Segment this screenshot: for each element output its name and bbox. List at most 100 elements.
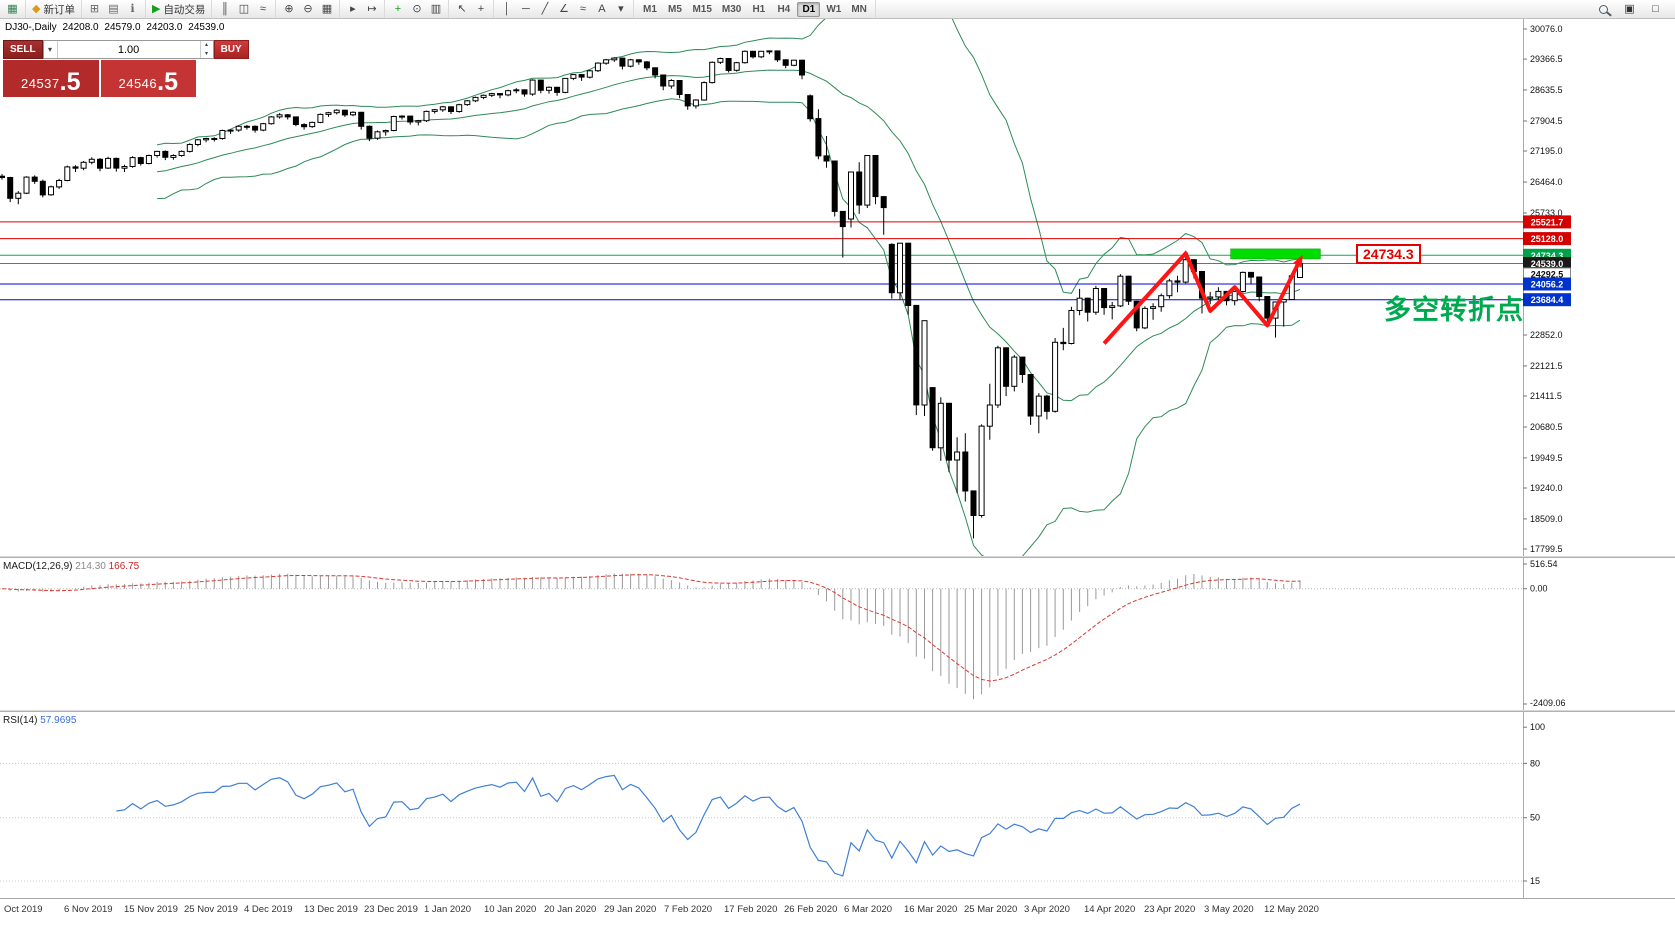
chart-bars-button[interactable]: ║	[215, 1, 234, 17]
vertical-line-button[interactable]: │	[497, 1, 516, 17]
zigzag-annotation[interactable]	[1102, 251, 1303, 345]
toolbar-group: ↖ +	[449, 0, 495, 18]
timeframe-w1[interactable]: W1	[822, 2, 845, 17]
date-label: 3 May 2020	[1204, 904, 1254, 915]
macd-indicator-label: MACD(12,26,9) 214.30 166.75	[3, 561, 139, 572]
svg-text:17799.5: 17799.5	[1530, 544, 1563, 554]
window-list-icon: □	[1652, 2, 1659, 15]
zoom-in-button[interactable]: ⊕	[279, 1, 298, 17]
sell-button[interactable]: SELL	[3, 40, 43, 59]
chart-candles-icon: ◫	[238, 2, 250, 15]
main-price-chart[interactable]: 30076.0 29366.5 28635.5 27904.5 27195.0 26464…	[0, 19, 1675, 556]
spin-up-icon[interactable]: ▴	[205, 42, 209, 49]
shapes-dropdown[interactable]: ▾	[611, 1, 630, 17]
templates-button[interactable]: ▥	[426, 1, 445, 17]
chart-candles-button[interactable]: ◫	[234, 1, 253, 17]
tile-windows-button[interactable]: ▦	[317, 1, 336, 17]
fibonacci-icon: ≈	[579, 2, 586, 15]
date-label: 3 Apr 2020	[1024, 904, 1070, 915]
svg-text:0.00: 0.00	[1530, 584, 1548, 594]
window-list-icon[interactable]: □	[1646, 1, 1665, 17]
date-label: 25 Nov 2019	[184, 904, 238, 915]
buy-price-box[interactable]: 24546.5	[100, 60, 196, 97]
timeframe-d1[interactable]: D1	[797, 1, 821, 17]
macd-signal-line	[1, 574, 1301, 682]
toolbar-group: │ ─ ╱ ∠ ≈ A ▾	[494, 0, 635, 18]
rsi-value: 57.9695	[40, 715, 77, 726]
svg-text:25733.0: 25733.0	[1530, 208, 1563, 218]
macd-histogram	[9, 573, 1301, 700]
toolbar-group: ⊞ ▤ ℹ	[82, 0, 146, 18]
chart-line-button[interactable]: ≈	[253, 1, 272, 17]
chart-shift-icon: ↦	[367, 2, 377, 15]
indicators-button[interactable]: +	[388, 1, 407, 17]
chart-bars-icon: ║	[221, 2, 229, 15]
buy-price-pips: .5	[157, 67, 178, 96]
bollinger-bands	[157, 19, 1301, 556]
toolbar-group: + ⊙ ▥	[385, 0, 450, 18]
macd-panel[interactable]: 516.54 0.00 -2409.06	[0, 558, 1675, 710]
resistance-price-callout[interactable]: 24734.3	[1356, 244, 1421, 264]
timeframe-m5[interactable]: M5	[663, 2, 686, 17]
crosshair-icon: +	[477, 2, 485, 15]
volume-spinner[interactable]: ▴ ▾	[199, 41, 213, 58]
timeframe-m15[interactable]: M15	[688, 2, 715, 17]
buy-button[interactable]: BUY	[213, 40, 249, 59]
volume-dropdown-icon[interactable]: ▾	[44, 41, 58, 58]
svg-text:516.54: 516.54	[1530, 559, 1558, 569]
sell-price-box[interactable]: 24537.5	[3, 60, 99, 97]
search-icon	[1599, 4, 1608, 14]
date-label: 15 Nov 2019	[124, 904, 178, 915]
toolbar-group: ⊕ ⊖ ▦	[276, 0, 341, 18]
cursor-button[interactable]: ↖	[452, 1, 471, 17]
toolbar-group: ▸ ↦	[340, 0, 386, 18]
chart-shift-button[interactable]: ↦	[362, 1, 381, 17]
spin-down-icon[interactable]: ▾	[205, 50, 209, 57]
chinese-annotation-text[interactable]: 多空转折点	[1384, 295, 1524, 325]
new-chart-icon: ▦	[7, 2, 18, 15]
fibonacci-button[interactable]: ≈	[573, 1, 592, 17]
search-icon[interactable]	[1594, 1, 1613, 17]
channel-button[interactable]: ∠	[554, 1, 573, 17]
horizontal-line-icon: ─	[522, 2, 530, 15]
rsi-panel[interactable]: 100 80 50 15	[0, 712, 1675, 898]
text-label-button[interactable]: A	[592, 1, 611, 17]
svg-text:22121.5: 22121.5	[1530, 361, 1563, 371]
tools-button[interactable]: ⊞	[85, 1, 104, 17]
zoom-out-button[interactable]: ⊖	[298, 1, 317, 17]
panel-divider[interactable]	[0, 710, 1675, 712]
macd-main-value: 214.30	[75, 561, 106, 572]
rsi-indicator-label: RSI(14) 57.9695	[3, 715, 76, 726]
volume-input[interactable]	[57, 41, 200, 58]
timeframe-m30[interactable]: M30	[718, 2, 745, 17]
svg-text:24292.5: 24292.5	[1531, 270, 1564, 280]
chart-line-icon: ≈	[259, 2, 266, 15]
horizontal-line-button[interactable]: ─	[516, 1, 535, 17]
svg-text:27904.5: 27904.5	[1530, 116, 1563, 126]
new-chart-button[interactable]: ▦	[3, 1, 22, 17]
auto-scroll-button[interactable]: ▸	[343, 1, 362, 17]
panel-divider[interactable]	[0, 556, 1675, 558]
symbol-period-label: DJ30-,Daily	[5, 22, 57, 33]
timeframe-mn[interactable]: MN	[847, 2, 871, 17]
sell-price-pips: .5	[59, 67, 81, 96]
candles-layer	[0, 50, 1303, 539]
time-axis[interactable]: Oct 2019 6 Nov 2019 15 Nov 2019 25 Nov 2019…	[0, 898, 1675, 919]
crosshair-button[interactable]: +	[471, 1, 490, 17]
info-button[interactable]: ℹ	[123, 1, 142, 17]
trendline-button[interactable]: ╱	[535, 1, 554, 17]
timeframe-h1[interactable]: H1	[747, 2, 770, 17]
timeframe-m1[interactable]: M1	[638, 2, 661, 17]
profiles-button[interactable]: ▤	[104, 1, 123, 17]
new-window-icon[interactable]: ▣	[1620, 1, 1639, 17]
new-order-button[interactable]: ◆ 新订单	[29, 1, 78, 17]
auto-trading-button[interactable]: ▶ 自动交易	[149, 1, 208, 17]
svg-text:21411.5: 21411.5	[1530, 391, 1562, 401]
periods-button[interactable]: ⊙	[407, 1, 426, 17]
price-scale[interactable]: 30076.0 29366.5 28635.5 27904.5 27195.0 26464…	[1523, 19, 1571, 556]
timeframe-h4[interactable]: H4	[772, 2, 795, 17]
highlight-rectangle[interactable]	[1230, 248, 1321, 260]
svg-text:20680.5: 20680.5	[1530, 422, 1563, 432]
svg-text:24539.0: 24539.0	[1531, 259, 1564, 269]
toolbar-group: ▦	[0, 0, 26, 18]
